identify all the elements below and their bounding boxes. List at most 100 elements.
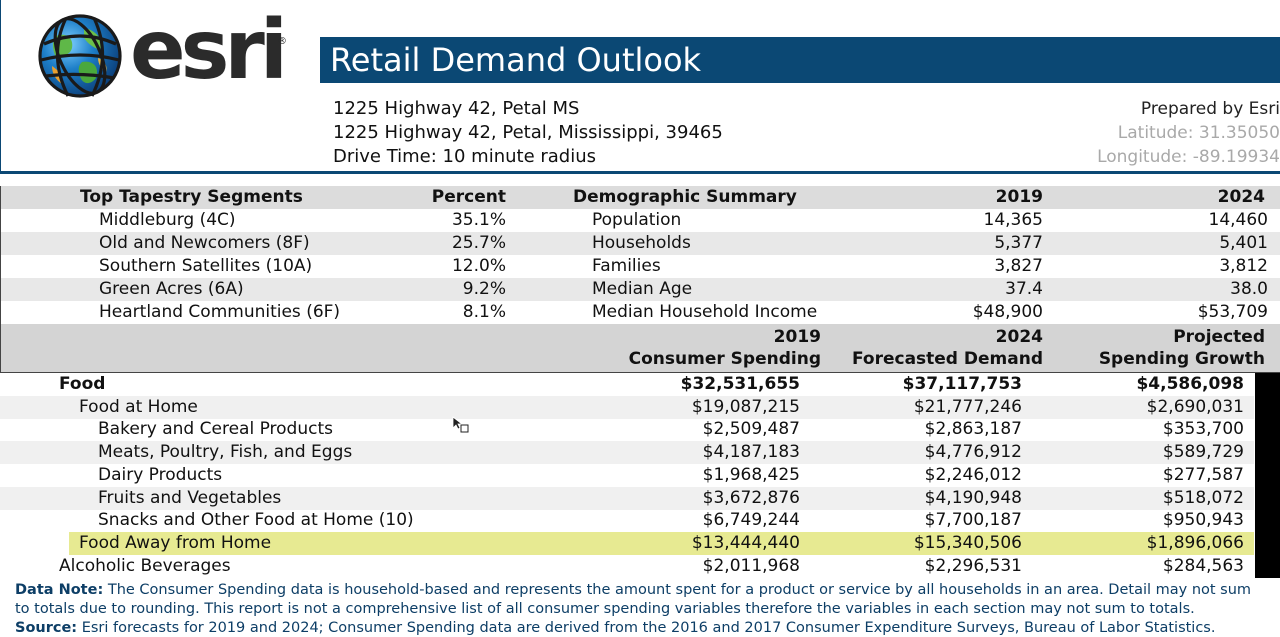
address-line-1: 1225 Highway 42, Petal MS (333, 98, 580, 119)
summary-header-row: Top Tapestry Segments Percent Demographi… (1, 186, 1280, 209)
demographic-2019: $48,900 (972, 302, 1043, 322)
category-label: Food Away from Home (79, 532, 272, 553)
demographic-2024: 14,460 (1208, 210, 1268, 230)
spending-row: Food $32,531,655 $37,117,753 $4,586,098 (0, 373, 1254, 396)
demand-2024: $2,863,187 (924, 419, 1022, 440)
segment-name: Middleburg (4C) (99, 210, 236, 230)
segments-header: Top Tapestry Segments (80, 187, 303, 207)
mouse-cursor-icon (452, 416, 469, 433)
segment-percent: 25.7% (451, 233, 506, 253)
segment-percent: 8.1% (462, 302, 506, 322)
demand-2024: $37,117,753 (902, 374, 1022, 394)
spending-2019: $2,509,487 (702, 419, 800, 440)
summary-row: Middleburg (4C) 35.1% Population 14,365 14,4… (1, 209, 1280, 232)
prepared-by: Prepared by Esri (1140, 99, 1280, 119)
spending-row: Alcoholic Beverages $2,011,968 $2,296,531 $… (0, 555, 1254, 578)
demographic-2024: 5,401 (1219, 233, 1268, 253)
summary-row: Southern Satellites (10A) 12.0% Families 3,… (1, 255, 1280, 278)
year-2019-header: 2019 (995, 187, 1043, 207)
segment-name: Southern Satellites (10A) (99, 256, 313, 276)
demographic-label: Median Age (592, 279, 693, 299)
summary-row: Heartland Communities (6F) 8.1% Median Hou… (1, 301, 1280, 324)
header-left-border (0, 0, 1, 172)
spending-row: Bakery and Cereal Products $2,509,487 $2,8… (0, 418, 1254, 441)
data-note-text: The Consumer Spending data is household-… (103, 582, 1252, 598)
demand-2024: $21,777,246 (913, 396, 1022, 417)
category-label: Bakery and Cereal Products (98, 419, 333, 440)
segment-name: Heartland Communities (6F) (99, 302, 341, 322)
segment-percent: 12.0% (451, 256, 506, 276)
esri-logo: esri ® (38, 6, 288, 102)
spending-2019: $13,444,440 (691, 532, 800, 553)
category-label: Alcoholic Beverages (59, 555, 231, 576)
demographic-label: Families (592, 256, 661, 276)
source-label: Source: (15, 620, 78, 636)
demographic-2024: 3,812 (1219, 256, 1268, 276)
spending-growth: $277,587 (1162, 464, 1244, 485)
category-label: Dairy Products (98, 464, 223, 485)
demand-2024: $7,700,187 (924, 510, 1022, 531)
latitude: Latitude: 31.35050 (1117, 123, 1280, 143)
esri-wordmark: esri (130, 3, 288, 98)
spending-2019: $1,968,425 (702, 464, 800, 485)
spending-2019: $19,087,215 (691, 396, 800, 417)
spending-row: Meats, Poultry, Fish, and Eggs $4,187,183… (0, 441, 1254, 465)
registered-mark: ® (277, 36, 287, 47)
category-label: Snacks and Other Food at Home (10) (98, 510, 414, 531)
segment-name: Old and Newcomers (8F) (99, 233, 310, 253)
address-line-2: 1225 Highway 42, Petal, Mississippi, 394… (333, 122, 723, 143)
demographic-label: Median Household Income (592, 302, 818, 322)
projected-label: Projected (1173, 327, 1265, 347)
spending-growth: $950,943 (1162, 510, 1244, 531)
percent-header: Percent (431, 187, 506, 207)
demographic-label: Households (592, 233, 691, 253)
category-label: Food (59, 374, 106, 394)
demographic-header: Demographic Summary (573, 187, 797, 207)
segment-name: Green Acres (6A) (99, 279, 244, 299)
spending-growth: $284,563 (1162, 555, 1244, 576)
spending-2019: $4,187,183 (702, 442, 800, 463)
demographic-2019: 3,827 (994, 256, 1043, 276)
spending-row: Food Away from Home $13,444,440 $15,340,50… (69, 531, 1254, 555)
demographic-2024: $53,709 (1197, 302, 1268, 322)
spending-row: Snacks and Other Food at Home (10) $6,749… (0, 509, 1254, 532)
globe-icon (38, 14, 122, 98)
demographic-2019: 14,365 (983, 210, 1043, 230)
longitude: Longitude: -89.19934 (1097, 147, 1280, 167)
spending-2019: $32,531,655 (680, 374, 800, 394)
demographic-2024: 38.0 (1230, 279, 1268, 299)
segment-percent: 35.1% (451, 210, 506, 230)
spending-2019: $3,672,876 (702, 487, 800, 508)
demographic-2019: 37.4 (1005, 279, 1043, 299)
forecasted-demand-year: 2024 (995, 327, 1043, 347)
year-2024-header: 2024 (1217, 187, 1265, 207)
demographic-label: Population (592, 210, 682, 230)
spending-growth-header: Spending Growth (1098, 349, 1265, 369)
spending-row: Fruits and Vegetables $3,672,876 $4,190,94… (0, 486, 1254, 510)
spending-growth: $353,700 (1162, 419, 1244, 440)
spending-row: Dairy Products $1,968,425 $2,246,012 $277,5… (0, 464, 1254, 487)
demand-2024: $15,340,506 (913, 532, 1022, 553)
demand-2024: $2,296,531 (924, 555, 1022, 576)
summary-panel: Top Tapestry Segments Percent Demographi… (0, 186, 1280, 373)
category-label: Fruits and Vegetables (98, 487, 282, 508)
spending-2019: $2,011,968 (702, 555, 800, 576)
segment-percent: 9.2% (462, 279, 506, 299)
demand-2024: $4,190,948 (924, 487, 1022, 508)
consumer-spending-year: 2019 (773, 327, 821, 347)
demand-2024: $4,776,912 (924, 442, 1022, 463)
spending-growth: $518,072 (1162, 487, 1244, 508)
data-note-label: Data Note: (15, 582, 104, 598)
category-label: Food at Home (79, 396, 198, 417)
spending-2019: $6,749,244 (702, 510, 800, 531)
data-note-line-2: to totals due to rounding. This report i… (15, 601, 1195, 617)
spending-growth: $589,729 (1162, 442, 1244, 463)
spending-header: 2019 Consumer Spending 2024 Forecasted D… (1, 324, 1280, 372)
report-title: Retail Demand Outlook (330, 41, 702, 79)
source-text: Esri forecasts for 2019 and 2024; Consum… (77, 620, 1216, 636)
summary-row: Old and Newcomers (8F) 25.7% Households 5,3… (1, 232, 1280, 255)
header-divider (0, 171, 1280, 174)
demographic-2019: 5,377 (994, 233, 1043, 253)
demand-2024: $2,246,012 (924, 464, 1022, 485)
summary-row: Green Acres (6A) 9.2% Median Age 37.4 38.0 (1, 278, 1280, 301)
